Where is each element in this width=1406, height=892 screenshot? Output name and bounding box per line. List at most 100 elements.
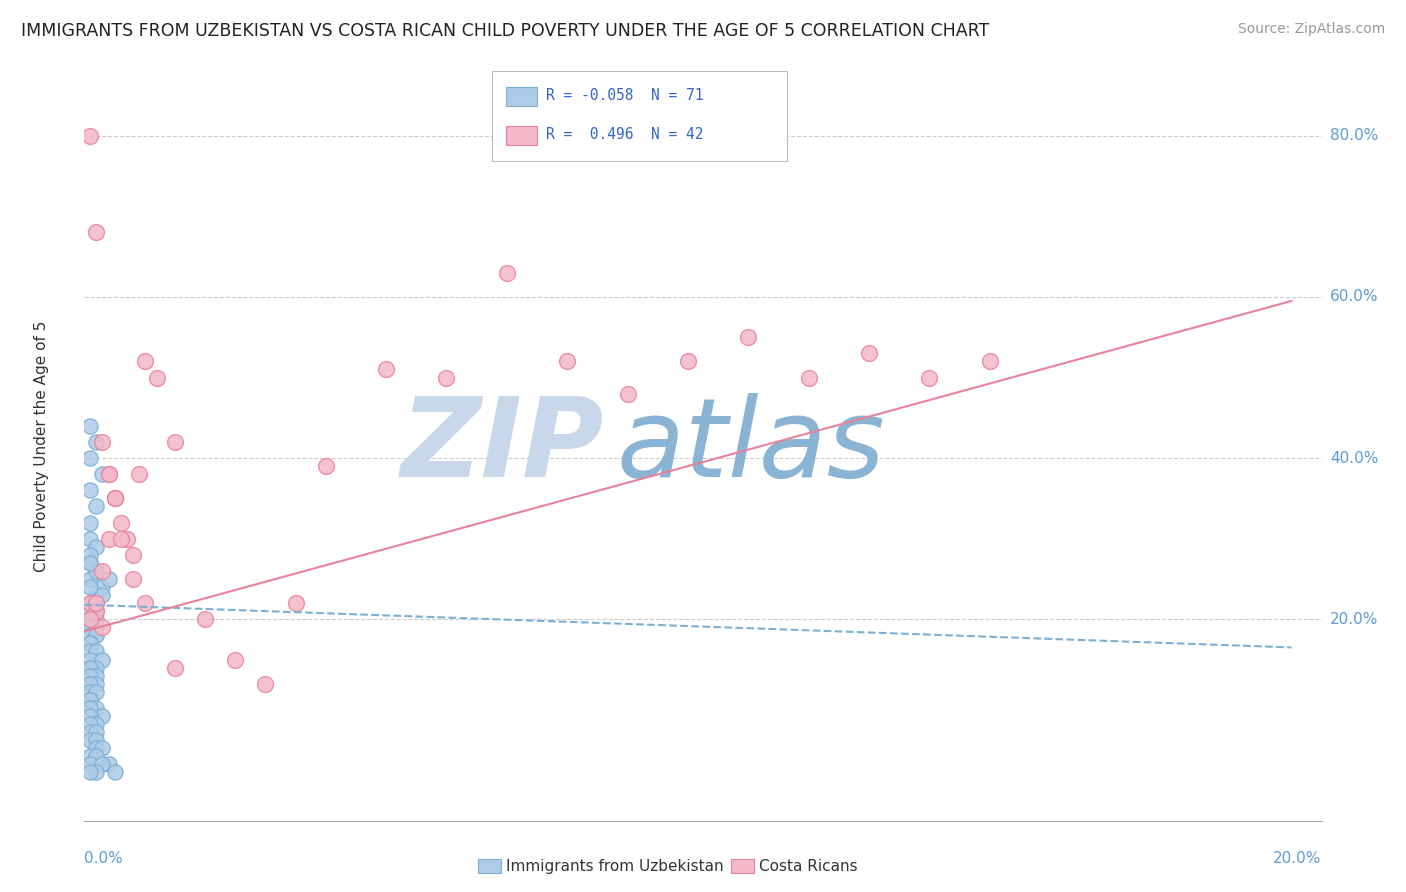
Point bbox=[79, 668, 101, 682]
Point bbox=[315, 459, 337, 474]
Point bbox=[737, 330, 759, 344]
Point bbox=[79, 596, 101, 610]
Point bbox=[555, 354, 578, 368]
Point bbox=[86, 540, 108, 554]
Text: 60.0%: 60.0% bbox=[1330, 289, 1378, 304]
Point bbox=[79, 612, 101, 626]
Point bbox=[86, 500, 108, 514]
Point bbox=[86, 564, 108, 578]
Point bbox=[86, 596, 108, 610]
Point bbox=[79, 572, 101, 586]
Point bbox=[110, 516, 132, 530]
Point bbox=[91, 467, 114, 482]
Point bbox=[91, 652, 114, 666]
Point bbox=[115, 532, 138, 546]
Point bbox=[97, 467, 120, 482]
Point bbox=[676, 354, 699, 368]
Point bbox=[86, 749, 108, 764]
Point bbox=[79, 693, 101, 707]
Point bbox=[79, 556, 101, 570]
Point bbox=[86, 226, 108, 240]
Point bbox=[103, 491, 125, 506]
Point bbox=[86, 596, 108, 610]
Point bbox=[103, 491, 125, 506]
Point bbox=[79, 580, 101, 594]
Point bbox=[86, 660, 108, 674]
Point bbox=[91, 741, 114, 756]
Point bbox=[134, 596, 156, 610]
Point bbox=[121, 572, 143, 586]
Point bbox=[79, 652, 101, 666]
Text: 20.0%: 20.0% bbox=[1274, 851, 1322, 866]
Point bbox=[86, 725, 108, 739]
Point bbox=[86, 684, 108, 698]
Text: atlas: atlas bbox=[616, 392, 884, 500]
Point bbox=[97, 757, 120, 772]
Point bbox=[91, 588, 114, 602]
Point bbox=[121, 548, 143, 562]
Point bbox=[979, 354, 1001, 368]
Text: Costa Ricans: Costa Ricans bbox=[759, 859, 858, 873]
Point bbox=[86, 628, 108, 642]
Point bbox=[858, 346, 880, 360]
Point bbox=[79, 128, 101, 143]
Point bbox=[91, 757, 114, 772]
Point bbox=[110, 532, 132, 546]
Text: 20.0%: 20.0% bbox=[1330, 612, 1378, 627]
Point bbox=[134, 354, 156, 368]
Point bbox=[79, 660, 101, 674]
Point bbox=[86, 765, 108, 780]
Point bbox=[254, 676, 277, 690]
Point bbox=[79, 733, 101, 747]
Point bbox=[79, 548, 101, 562]
Text: Source: ZipAtlas.com: Source: ZipAtlas.com bbox=[1237, 22, 1385, 37]
Text: 80.0%: 80.0% bbox=[1330, 128, 1378, 144]
Point bbox=[86, 612, 108, 626]
Point bbox=[79, 418, 101, 433]
Point bbox=[79, 684, 101, 698]
Point bbox=[79, 604, 101, 618]
Point bbox=[284, 596, 307, 610]
Point bbox=[86, 434, 108, 449]
Point bbox=[91, 709, 114, 723]
Point bbox=[79, 532, 101, 546]
Point bbox=[79, 612, 101, 626]
Point bbox=[97, 467, 120, 482]
Point bbox=[79, 676, 101, 690]
Point bbox=[79, 644, 101, 658]
Point bbox=[91, 564, 114, 578]
Point bbox=[146, 370, 169, 384]
Point bbox=[79, 516, 101, 530]
Point bbox=[79, 757, 101, 772]
Point bbox=[79, 483, 101, 498]
Point bbox=[86, 741, 108, 756]
Point bbox=[86, 564, 108, 578]
Point bbox=[86, 628, 108, 642]
Point bbox=[79, 709, 101, 723]
Point bbox=[79, 636, 101, 650]
Point bbox=[86, 717, 108, 731]
Point bbox=[86, 733, 108, 747]
Point bbox=[86, 604, 108, 618]
Point bbox=[918, 370, 941, 384]
Point bbox=[86, 588, 108, 602]
Point bbox=[79, 660, 101, 674]
Point bbox=[79, 693, 101, 707]
Point bbox=[79, 676, 101, 690]
Point bbox=[103, 765, 125, 780]
Point bbox=[86, 604, 108, 618]
Point bbox=[79, 717, 101, 731]
Point bbox=[797, 370, 820, 384]
Point bbox=[79, 628, 101, 642]
Point bbox=[86, 676, 108, 690]
Text: R =  0.496  N = 42: R = 0.496 N = 42 bbox=[546, 128, 703, 142]
Point bbox=[86, 701, 108, 715]
Point bbox=[97, 572, 120, 586]
Text: 0.0%: 0.0% bbox=[84, 851, 124, 866]
Point bbox=[79, 596, 101, 610]
Point bbox=[79, 612, 101, 626]
Point bbox=[224, 652, 246, 666]
Text: 40.0%: 40.0% bbox=[1330, 450, 1378, 466]
Point bbox=[91, 580, 114, 594]
Text: ZIP: ZIP bbox=[401, 392, 605, 500]
